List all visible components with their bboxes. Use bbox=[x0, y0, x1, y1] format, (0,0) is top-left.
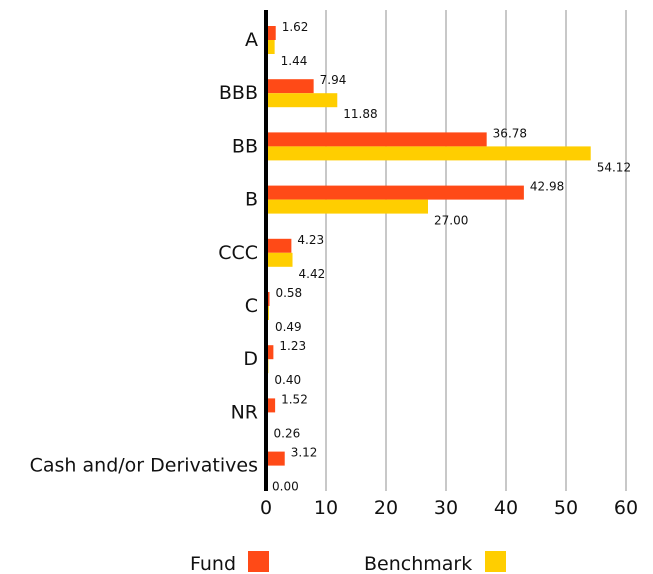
bar-fund bbox=[266, 26, 276, 40]
legend-label-benchmark: Benchmark bbox=[364, 553, 472, 574]
bar-benchmark bbox=[266, 252, 293, 267]
category-label: D bbox=[243, 348, 258, 370]
data-label-fund: 36.78 bbox=[493, 126, 527, 140]
bar-fund bbox=[266, 185, 524, 200]
data-label-benchmark: 4.42 bbox=[299, 267, 326, 281]
x-tick-label: 50 bbox=[554, 497, 578, 519]
data-label-fund: 0.58 bbox=[275, 286, 302, 300]
data-label-benchmark: 0.00 bbox=[272, 480, 299, 494]
data-label-benchmark: 0.26 bbox=[274, 426, 301, 440]
data-label-fund: 1.52 bbox=[281, 392, 308, 406]
x-tick-label: 0 bbox=[260, 497, 272, 519]
bar-benchmark bbox=[266, 199, 428, 214]
data-label-benchmark: 1.44 bbox=[281, 54, 308, 68]
data-label-fund: 1.62 bbox=[282, 20, 309, 34]
legend: Fund Benchmark bbox=[190, 551, 506, 574]
bar-fund bbox=[266, 238, 292, 253]
bar-fund bbox=[266, 451, 285, 466]
data-label-benchmark: 54.12 bbox=[597, 160, 631, 174]
data-label-benchmark: 11.88 bbox=[343, 107, 377, 121]
category-label: Cash and/or Derivatives bbox=[30, 455, 258, 477]
legend-swatch-fund bbox=[248, 551, 269, 572]
bar-fund bbox=[266, 345, 274, 360]
legend-swatch-benchmark bbox=[485, 551, 506, 572]
data-label-fund: 7.94 bbox=[320, 73, 347, 87]
x-axis-ticks: 0 10 20 30 40 50 60 bbox=[260, 497, 638, 519]
bars bbox=[266, 26, 591, 466]
data-label-fund: 3.12 bbox=[291, 446, 318, 460]
category-label: BB bbox=[232, 135, 258, 157]
bar-fund bbox=[266, 132, 487, 147]
category-label: B bbox=[245, 189, 258, 211]
data-label-fund: 42.98 bbox=[530, 180, 564, 194]
x-tick-label: 60 bbox=[614, 497, 638, 519]
data-labels: 1.62 1.44 7.94 11.88 36.78 54.12 42.98 27.00 4.2… bbox=[272, 20, 631, 494]
bar-benchmark bbox=[266, 93, 338, 108]
x-tick-label: 30 bbox=[434, 497, 458, 519]
gridlines bbox=[325, 10, 627, 491]
data-label-benchmark: 27.00 bbox=[434, 214, 468, 228]
bar-fund bbox=[266, 79, 314, 94]
legend-label-fund: Fund bbox=[190, 553, 236, 574]
category-label: C bbox=[245, 295, 258, 317]
category-label: BBB bbox=[219, 82, 258, 104]
x-tick-label: 40 bbox=[494, 497, 518, 519]
x-tick-label: 10 bbox=[314, 497, 338, 519]
data-label-benchmark: 0.40 bbox=[274, 373, 301, 387]
category-label: NR bbox=[231, 401, 258, 423]
data-label-fund: 4.23 bbox=[297, 233, 324, 247]
category-label: A bbox=[245, 29, 258, 51]
bar-fund bbox=[266, 398, 276, 413]
bar-benchmark bbox=[266, 146, 591, 161]
category-label: CCC bbox=[218, 242, 258, 264]
bar-benchmark bbox=[266, 40, 275, 54]
x-tick-label: 20 bbox=[374, 497, 398, 519]
data-label-benchmark: 0.49 bbox=[275, 320, 302, 334]
data-label-fund: 1.23 bbox=[279, 339, 306, 353]
